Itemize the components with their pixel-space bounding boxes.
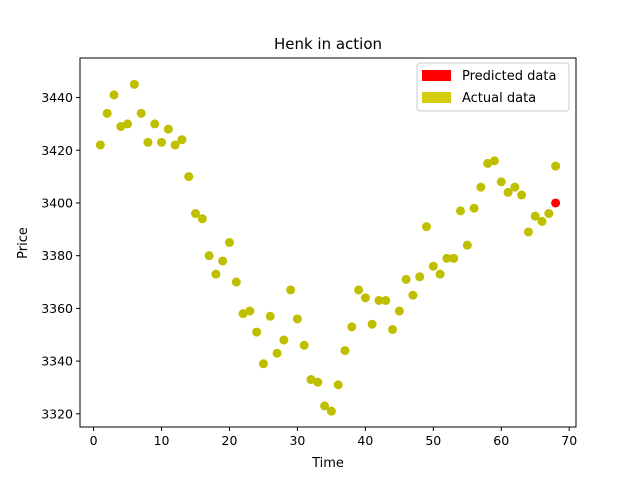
legend-label-predicted: Predicted data <box>462 69 556 84</box>
actual-data-point <box>272 348 282 358</box>
y-tick-label: 3360 <box>41 301 73 316</box>
x-tick-label: 20 <box>222 433 238 448</box>
legend-label-actual: Actual data <box>462 91 536 106</box>
actual-data-point <box>245 306 255 316</box>
y-tick-label: 3400 <box>41 195 73 210</box>
actual-data-point <box>279 335 289 345</box>
actual-data-point <box>530 211 540 221</box>
actual-data-point <box>360 293 370 303</box>
actual-data-point <box>476 182 486 192</box>
x-axis-label: Time <box>311 456 344 471</box>
actual-data-point <box>320 401 330 411</box>
actual-data-point <box>333 380 343 390</box>
actual-data-point <box>204 251 214 261</box>
actual-data-point <box>326 406 336 416</box>
actual-data-point <box>292 314 302 324</box>
actual-data-point <box>191 209 201 219</box>
actual-data-point <box>231 277 241 287</box>
actual-data-point <box>129 79 139 89</box>
actual-data-point <box>116 122 126 132</box>
actual-data-point <box>442 253 452 263</box>
predicted-data-point <box>551 198 561 208</box>
actual-data-point <box>422 222 432 232</box>
actual-data-point <box>286 285 296 295</box>
y-tick-label: 3320 <box>41 406 73 421</box>
y-axis-label: Price <box>16 227 31 259</box>
actual-data-point <box>224 238 234 247</box>
x-tick-label: 50 <box>425 433 441 448</box>
actual-data-point <box>238 309 248 319</box>
actual-data-point <box>340 346 350 356</box>
actual-data-point <box>510 182 520 192</box>
actual-data-point <box>347 322 357 332</box>
actual-data-point <box>184 172 194 182</box>
actual-data-point <box>157 137 167 147</box>
actual-data-point <box>123 119 133 129</box>
actual-data-point <box>394 306 404 316</box>
actual-data-point <box>551 161 561 171</box>
axes-frame <box>79 57 577 428</box>
actual-data-point <box>428 261 438 271</box>
plot-area: 0 10 20 30 40 50 60 70 3320 3340 3360 3380 3400 3420 3… <box>41 79 577 448</box>
actual-data-point <box>177 135 187 145</box>
actual-data-point <box>197 214 207 224</box>
actual-data-point <box>388 324 398 334</box>
actual-data-point <box>503 187 513 197</box>
actual-data-point <box>211 269 221 279</box>
y-tick-label: 3440 <box>41 90 73 105</box>
actual-data-point <box>252 327 262 337</box>
actual-data-point <box>537 216 547 226</box>
actual-data-point <box>523 227 533 237</box>
actual-data-point <box>517 190 527 200</box>
y-tick-label: 3340 <box>41 354 73 369</box>
legend-swatch-actual <box>422 92 451 103</box>
actual-data-point <box>170 140 180 150</box>
actual-data-point <box>483 158 493 168</box>
actual-data-point <box>455 206 465 216</box>
x-tick-label: 30 <box>289 433 305 448</box>
actual-data-point <box>544 209 554 219</box>
legend-box <box>416 62 570 112</box>
actual-data-point <box>265 311 275 321</box>
actual-data-point <box>143 137 153 147</box>
actual-data-point <box>136 108 146 118</box>
x-tick-label: 60 <box>493 433 509 448</box>
actual-data-point <box>462 240 472 250</box>
actual-data-point <box>258 359 268 369</box>
actual-data-point <box>150 119 160 129</box>
actual-data-point <box>408 290 418 300</box>
x-tick-label: 10 <box>154 433 170 448</box>
y-tick-label: 3420 <box>41 143 73 158</box>
x-tick-label: 70 <box>561 433 577 448</box>
legend: Predicted data Actual data <box>416 62 570 112</box>
legend-swatch-predicted <box>422 70 451 81</box>
actual-data-point <box>367 319 377 329</box>
actual-data-point <box>374 295 384 305</box>
actual-data-point <box>496 177 506 187</box>
actual-data-point <box>218 256 228 266</box>
actual-data-point <box>102 108 112 118</box>
actual-data-point <box>299 340 309 350</box>
chart-title: Henk in action <box>274 35 382 53</box>
actual-data-point <box>163 124 173 134</box>
actual-data-point <box>109 90 119 100</box>
actual-data-point <box>95 140 105 150</box>
x-tick-label: 40 <box>357 433 373 448</box>
actual-data-point <box>381 295 391 305</box>
actual-data-point <box>435 269 445 279</box>
actual-data-point <box>401 274 411 284</box>
actual-data-point <box>306 375 316 385</box>
actual-data-point <box>313 377 323 387</box>
x-tick-label: 0 <box>90 433 98 448</box>
actual-data-point <box>415 272 425 282</box>
actual-data-point <box>354 285 364 295</box>
y-tick-label: 3380 <box>41 248 73 263</box>
actual-data-point <box>489 156 499 166</box>
actual-data-point <box>469 203 479 213</box>
actual-data-point <box>449 253 459 263</box>
